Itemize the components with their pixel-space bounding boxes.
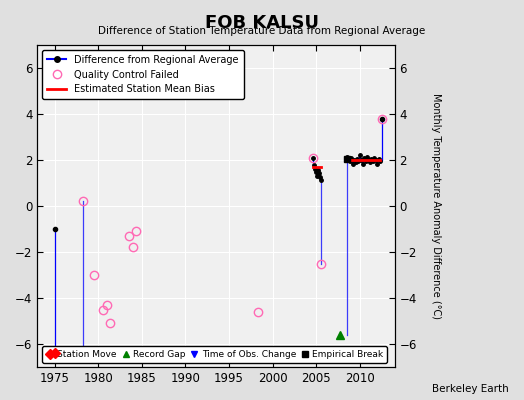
Y-axis label: Monthly Temperature Anomaly Difference (°C): Monthly Temperature Anomaly Difference (… — [431, 93, 441, 319]
Text: FOB KALSU: FOB KALSU — [205, 14, 319, 32]
Text: Berkeley Earth: Berkeley Earth — [432, 384, 508, 394]
Text: Difference of Station Temperature Data from Regional Average: Difference of Station Temperature Data f… — [99, 26, 425, 36]
Legend: Station Move, Record Gap, Time of Obs. Change, Empirical Break: Station Move, Record Gap, Time of Obs. C… — [42, 346, 387, 363]
